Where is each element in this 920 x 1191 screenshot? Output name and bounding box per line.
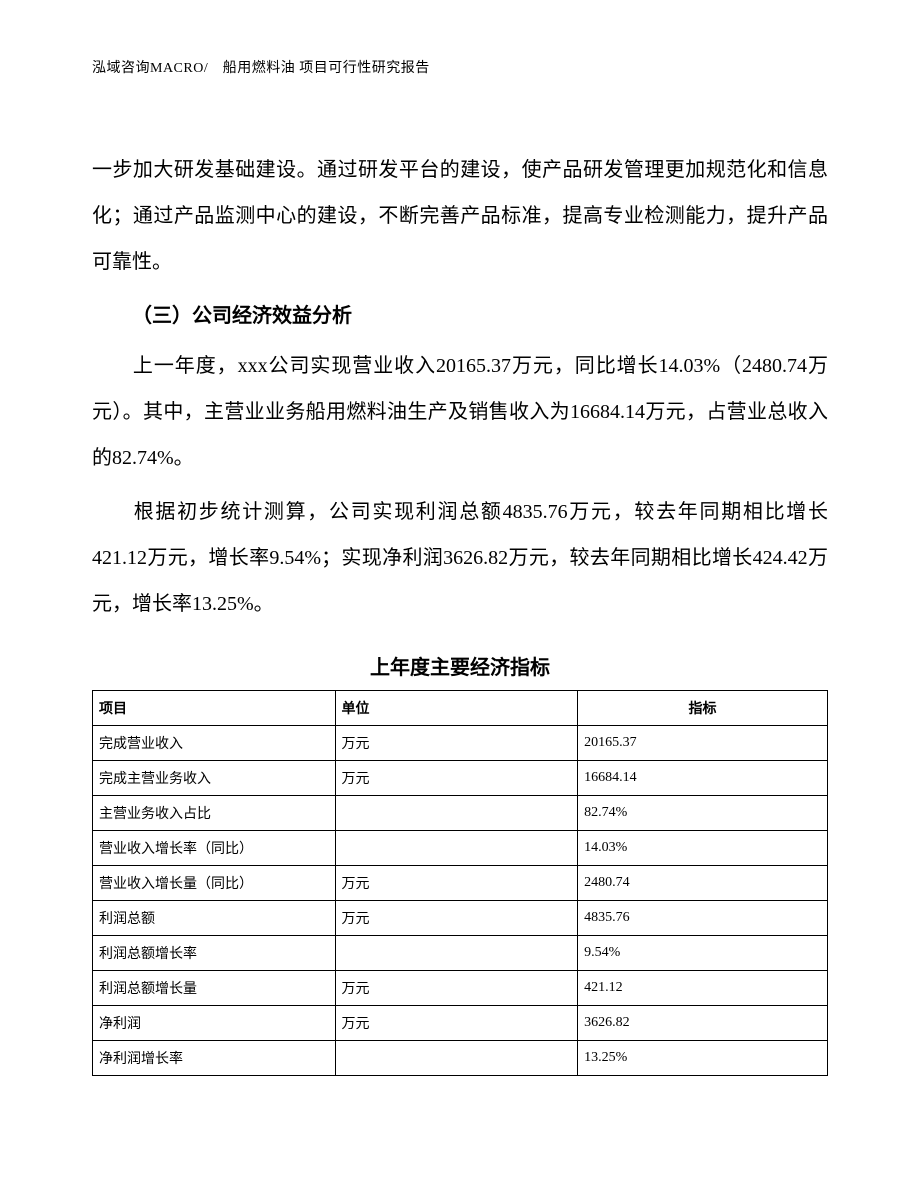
table-header-project: 项目	[93, 691, 336, 726]
cell-unit: 万元	[335, 761, 578, 796]
table-row: 净利润 万元 3626.82	[93, 1006, 828, 1041]
paragraph-3: 根据初步统计测算，公司实现利润总额4835.76万元，较去年同期相比增长421.…	[92, 489, 828, 627]
table-title: 上年度主要经济指标	[92, 651, 828, 680]
table-row: 营业收入增长量（同比） 万元 2480.74	[93, 866, 828, 901]
cell-metric: 14.03%	[578, 831, 828, 866]
page-header: 泓域咨询MACRO/ 船用燃料油 项目可行性研究报告	[92, 57, 828, 77]
cell-unit: 万元	[335, 901, 578, 936]
table-row: 利润总额增长量 万元 421.12	[93, 971, 828, 1006]
cell-project: 净利润	[93, 1006, 336, 1041]
cell-project: 完成主营业务收入	[93, 761, 336, 796]
cell-project: 利润总额增长量	[93, 971, 336, 1006]
table-header-metric: 指标	[578, 691, 828, 726]
cell-metric: 2480.74	[578, 866, 828, 901]
cell-metric: 9.54%	[578, 936, 828, 971]
cell-metric: 13.25%	[578, 1041, 828, 1076]
table-row: 利润总额 万元 4835.76	[93, 901, 828, 936]
cell-unit	[335, 796, 578, 831]
table-row: 净利润增长率 13.25%	[93, 1041, 828, 1076]
table-row: 完成营业收入 万元 20165.37	[93, 726, 828, 761]
cell-project: 利润总额	[93, 901, 336, 936]
table-row: 营业收入增长率（同比） 14.03%	[93, 831, 828, 866]
table-row: 完成主营业务收入 万元 16684.14	[93, 761, 828, 796]
cell-project: 营业收入增长率（同比）	[93, 831, 336, 866]
paragraph-2-text: 上一年度，xxx公司实现营业收入20165.37万元，同比增长14.03%（24…	[92, 355, 828, 469]
table-header-row: 项目 单位 指标	[93, 691, 828, 726]
cell-metric: 16684.14	[578, 761, 828, 796]
paragraph-3-text: 根据初步统计测算，公司实现利润总额4835.76万元，较去年同期相比增长421.…	[92, 501, 828, 615]
cell-metric: 421.12	[578, 971, 828, 1006]
table-row: 主营业务收入占比 82.74%	[93, 796, 828, 831]
section-heading-text: （三）公司经济效益分析	[132, 305, 352, 327]
cell-project: 营业收入增长量（同比）	[93, 866, 336, 901]
cell-metric: 4835.76	[578, 901, 828, 936]
paragraph-1-text: 一步加大研发基础建设。通过研发平台的建设，使产品研发管理更加规范化和信息化；通过…	[92, 159, 828, 273]
cell-project: 利润总额增长率	[93, 936, 336, 971]
cell-metric: 20165.37	[578, 726, 828, 761]
cell-unit	[335, 1041, 578, 1076]
section-heading: （三）公司经济效益分析	[92, 293, 828, 339]
cell-project: 主营业务收入占比	[93, 796, 336, 831]
paragraph-2: 上一年度，xxx公司实现营业收入20165.37万元，同比增长14.03%（24…	[92, 343, 828, 481]
page-container: 泓域咨询MACRO/ 船用燃料油 项目可行性研究报告 一步加大研发基础建设。通过…	[0, 0, 920, 1136]
cell-unit	[335, 831, 578, 866]
paragraph-1: 一步加大研发基础建设。通过研发平台的建设，使产品研发管理更加规范化和信息化；通过…	[92, 147, 828, 285]
cell-unit	[335, 936, 578, 971]
cell-unit: 万元	[335, 971, 578, 1006]
cell-project: 完成营业收入	[93, 726, 336, 761]
cell-metric: 3626.82	[578, 1006, 828, 1041]
table-row: 利润总额增长率 9.54%	[93, 936, 828, 971]
cell-unit: 万元	[335, 866, 578, 901]
cell-unit: 万元	[335, 1006, 578, 1041]
cell-project: 净利润增长率	[93, 1041, 336, 1076]
table-header-unit: 单位	[335, 691, 578, 726]
cell-unit: 万元	[335, 726, 578, 761]
cell-metric: 82.74%	[578, 796, 828, 831]
economic-indicators-table: 项目 单位 指标 完成营业收入 万元 20165.37 完成主营业务收入 万元 …	[92, 690, 828, 1076]
